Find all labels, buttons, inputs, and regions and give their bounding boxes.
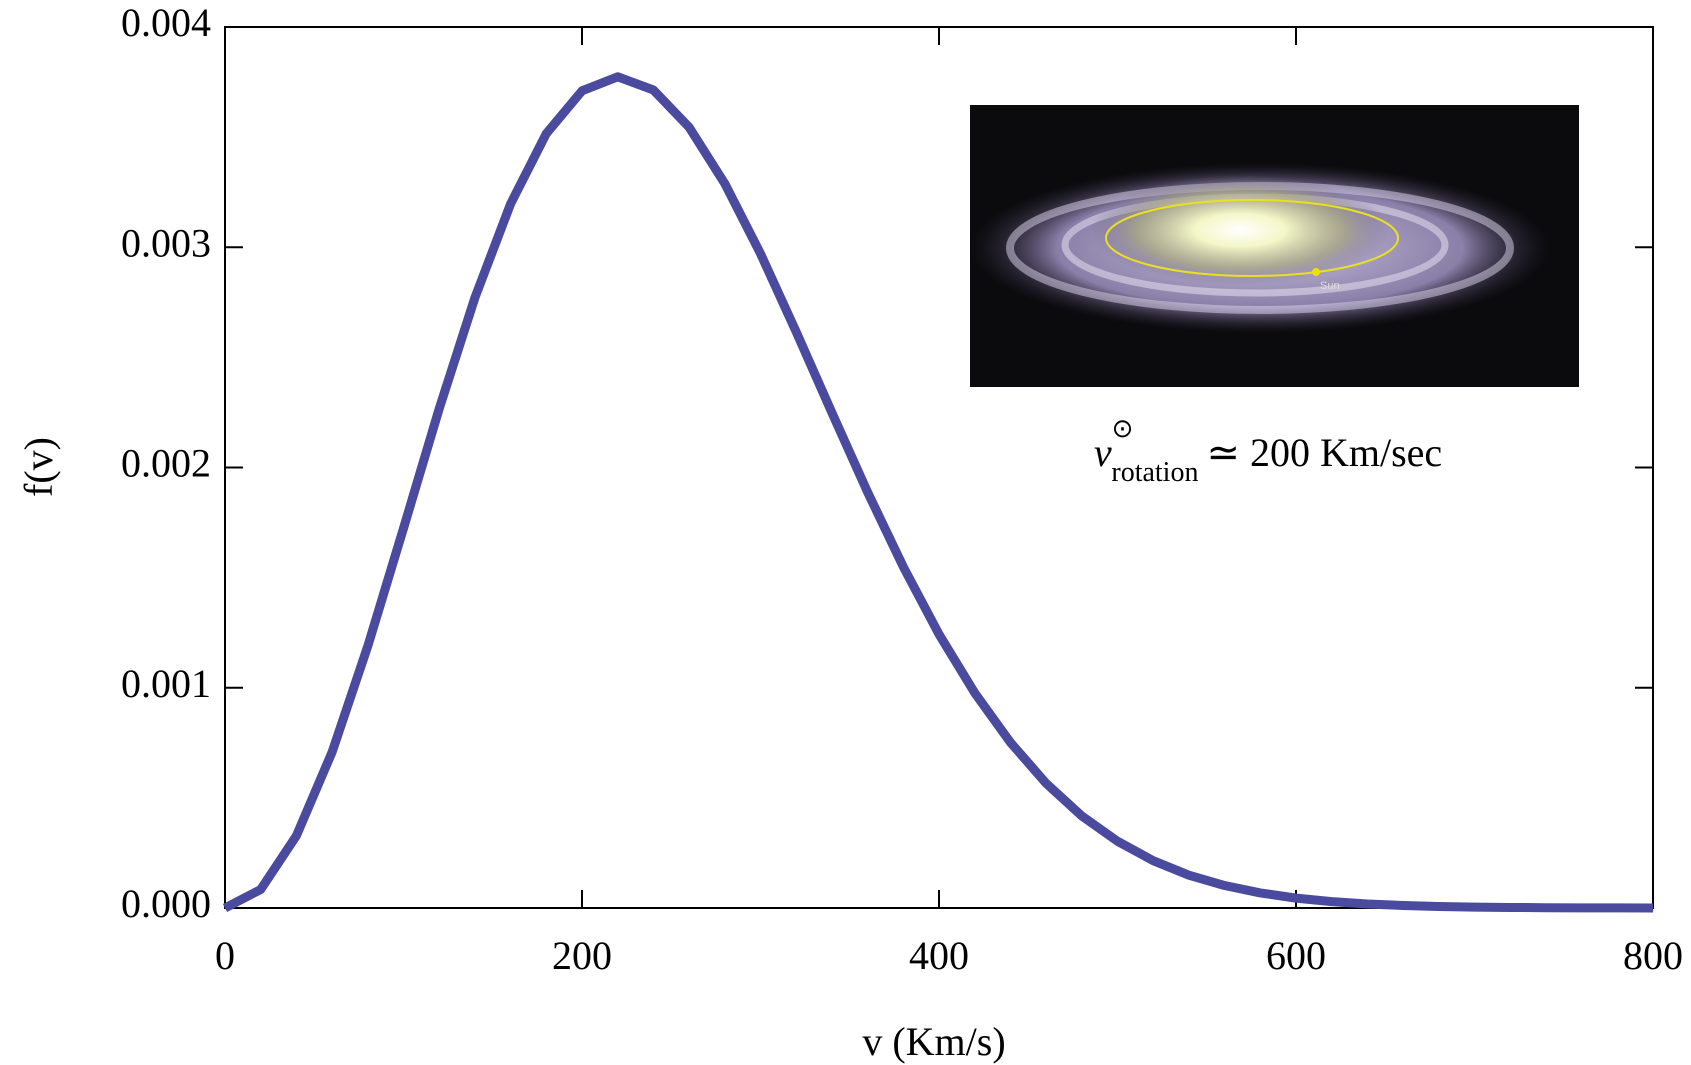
plot-frame [224, 26, 1654, 909]
x-tick-label: 600 [1266, 933, 1326, 978]
x-axis-label: v (Km/s) [862, 1019, 1005, 1064]
y-tick-label: 0.003 [121, 220, 211, 265]
inset-image: Sun [970, 105, 1579, 387]
y-tick-label: 0.001 [121, 661, 211, 706]
x-tick-label: 200 [552, 933, 612, 978]
annotation-subscript: rotation [1111, 457, 1198, 488]
data-line [222, 72, 1654, 913]
annotation-symbol: v [1094, 430, 1112, 475]
x-tick-label: 800 [1623, 933, 1683, 978]
inset-label: Sun [1320, 280, 1340, 292]
y-tick-label: 0.002 [121, 441, 211, 486]
y-tick-label: 0.004 [121, 0, 211, 45]
x-tick-label: 400 [909, 933, 969, 978]
annotation-text: ≃ 200 Km/sec [1206, 430, 1442, 475]
y-axis-label: f(v) [16, 437, 61, 497]
annotation: v⊙ rotation ≃ 200 Km/sec [1094, 414, 1442, 488]
y-tick-label: 0.000 [121, 881, 211, 926]
x-tick-label: 0 [215, 933, 235, 978]
annotation-superscript: ⊙ [1112, 414, 1134, 443]
